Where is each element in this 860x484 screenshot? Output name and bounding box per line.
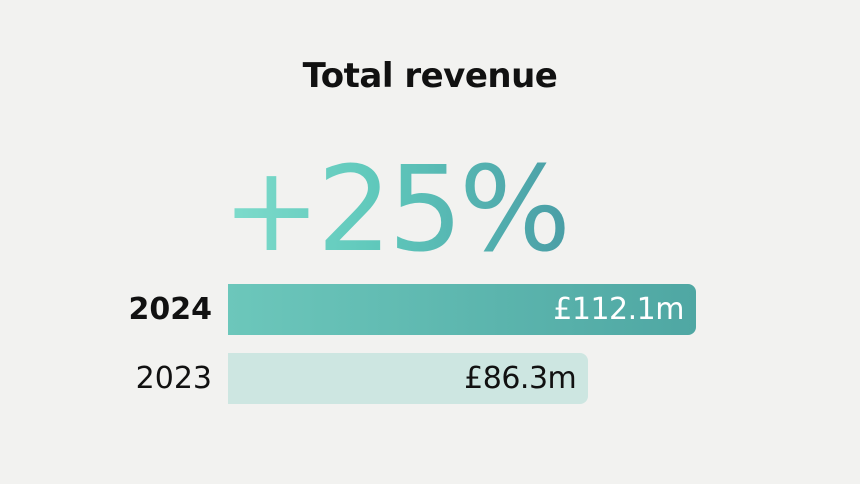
bar-value-2024: £112.1m: [553, 292, 684, 327]
bar-2024: [228, 284, 696, 335]
bar-2023: [228, 353, 589, 404]
chart-title: Total revenue: [302, 56, 558, 96]
bar-label-2024: 2024: [128, 292, 213, 327]
bar-label-2023: 2023: [135, 361, 212, 396]
bar-value-2023: £86.3m: [464, 361, 577, 396]
headline-growth: +25%: [222, 140, 571, 278]
